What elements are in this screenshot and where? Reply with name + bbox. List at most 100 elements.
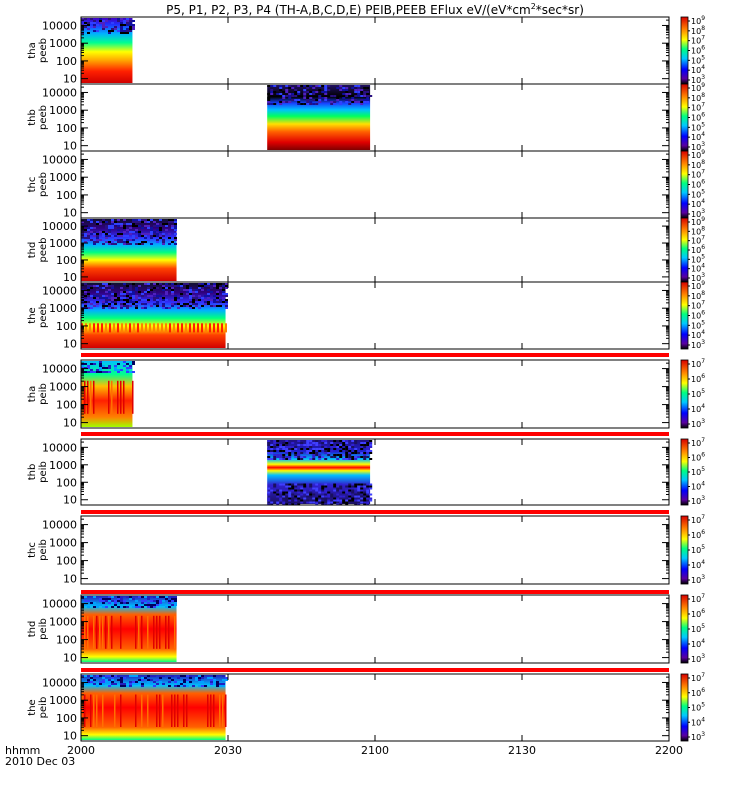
texture-speck xyxy=(267,456,271,458)
texture-speck xyxy=(210,299,213,301)
texture-speck xyxy=(111,221,114,223)
texture-speck xyxy=(336,483,340,486)
texture-speck xyxy=(171,596,174,598)
texture-speck xyxy=(129,24,132,26)
texture-speck xyxy=(354,495,358,498)
texture-speck xyxy=(135,675,138,677)
texture-speck xyxy=(297,489,301,492)
texture-speck xyxy=(129,681,132,683)
texture-speck xyxy=(330,450,334,452)
texture-speck xyxy=(108,285,111,287)
spectrogram-block xyxy=(81,361,133,427)
texture-speck xyxy=(339,444,343,446)
texture-speck xyxy=(336,99,340,101)
panel-product-label: peib xyxy=(38,618,49,640)
texture-speck xyxy=(366,99,370,101)
texture-speck xyxy=(315,91,319,93)
texture-speck xyxy=(201,289,204,291)
texture-speck xyxy=(345,442,349,444)
texture-speck xyxy=(312,93,316,95)
texture-streak xyxy=(84,380,86,414)
texture-speck xyxy=(315,487,319,490)
texture-speck xyxy=(360,491,364,494)
texture-speck xyxy=(162,299,165,301)
texture-speck xyxy=(273,491,277,494)
texture-streak xyxy=(213,323,215,333)
texture-speck xyxy=(96,289,99,291)
texture-speck xyxy=(159,229,162,231)
texture-streak xyxy=(108,615,110,649)
texture-speck xyxy=(366,489,370,492)
texture-speck xyxy=(285,101,289,103)
texture-speck xyxy=(111,225,114,227)
x-tick-label: 2200 xyxy=(655,744,683,757)
y-tick-label: 10 xyxy=(63,140,77,153)
texture-speck xyxy=(141,303,144,305)
texture-speck xyxy=(99,231,102,233)
texture-speck xyxy=(330,495,334,498)
texture-speck xyxy=(123,600,126,602)
texture-speck xyxy=(135,295,138,297)
texture-speck xyxy=(186,685,189,687)
texture-speck xyxy=(318,485,322,488)
texture-speck xyxy=(318,499,322,502)
texture-speck xyxy=(366,491,370,494)
texture-speck xyxy=(330,485,334,488)
texture-speck xyxy=(129,685,132,687)
texture-speck xyxy=(333,497,337,500)
texture-speck xyxy=(288,495,292,498)
texture-speck xyxy=(276,444,280,446)
texture-speck xyxy=(93,371,96,373)
texture-speck xyxy=(102,20,105,22)
texture-speck xyxy=(132,295,135,297)
texture-speck xyxy=(93,227,96,229)
texture-speck xyxy=(207,285,210,287)
texture-speck xyxy=(204,301,207,303)
texture-speck xyxy=(147,301,150,303)
colorbar-tick-label: 104 xyxy=(691,716,705,727)
texture-speck xyxy=(348,95,352,97)
texture-streak xyxy=(147,615,149,649)
texture-speck xyxy=(312,442,316,444)
texture-speck xyxy=(102,602,105,604)
texture-speck xyxy=(138,221,141,223)
texture-speck xyxy=(321,440,325,442)
panel-product-label: peib xyxy=(38,383,49,405)
texture-speck xyxy=(324,99,328,101)
texture-speck xyxy=(369,444,373,446)
texture-speck xyxy=(276,440,280,442)
texture-speck xyxy=(111,675,114,677)
texture-speck xyxy=(96,223,99,225)
texture-speck xyxy=(132,225,135,227)
texture-speck xyxy=(198,299,201,301)
texture-speck xyxy=(159,295,162,297)
texture-speck xyxy=(309,444,313,446)
texture-speck xyxy=(144,596,147,598)
texture-speck xyxy=(213,681,216,683)
texture-speck xyxy=(159,600,162,602)
texture-speck xyxy=(330,501,334,504)
texture-speck xyxy=(312,458,316,460)
texture-speck xyxy=(126,685,129,687)
texture-speck xyxy=(324,485,328,488)
texture-speck xyxy=(225,295,228,297)
texture-speck xyxy=(150,675,153,677)
texture-speck xyxy=(297,497,301,500)
texture-speck xyxy=(93,363,96,365)
texture-streak xyxy=(186,694,188,727)
texture-speck xyxy=(90,369,93,371)
texture-speck xyxy=(126,241,129,243)
texture-speck xyxy=(105,299,108,301)
texture-speck xyxy=(174,295,177,297)
texture-speck xyxy=(270,489,274,492)
texture-speck xyxy=(327,452,331,454)
texture-streak xyxy=(149,323,151,333)
texture-speck xyxy=(120,225,123,227)
colorbar-tick-label: 105 xyxy=(691,544,705,555)
texture-speck xyxy=(201,303,204,305)
texture-speck xyxy=(366,87,370,89)
texture-speck xyxy=(339,85,343,87)
colorbar-tick-label: 104 xyxy=(691,403,705,414)
texture-speck xyxy=(135,307,138,309)
texture-speck xyxy=(309,485,313,488)
